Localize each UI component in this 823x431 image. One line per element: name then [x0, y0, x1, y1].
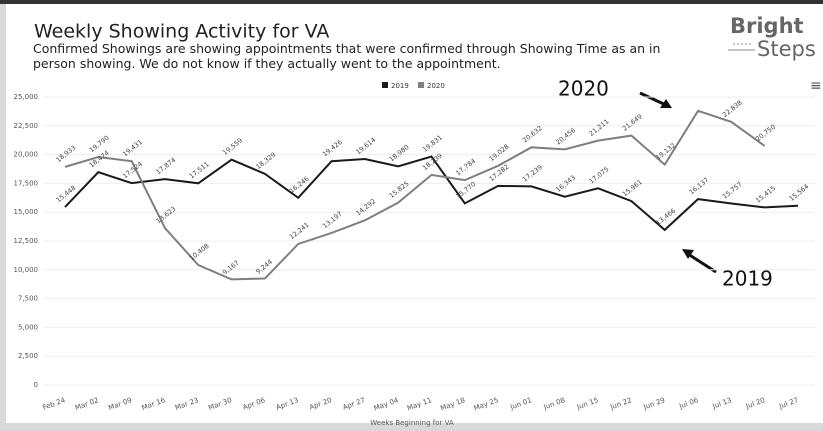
x-tick-label: May 04 [373, 396, 400, 412]
data-label: 19,559 [221, 137, 244, 157]
y-tick-label: 15,000 [14, 208, 39, 216]
data-label: 10,408 [188, 242, 211, 262]
y-tick-label: 5,000 [18, 323, 38, 331]
x-tick-label: Jun 08 [542, 396, 566, 411]
data-label: 13,466 [654, 207, 677, 227]
top-bar [0, 0, 823, 4]
x-tick-label: Jul 13 [711, 396, 733, 411]
data-label: 21,649 [621, 112, 644, 132]
legend-swatch [382, 82, 388, 88]
x-tick-label: Apr 13 [275, 396, 300, 411]
data-label: 9,167 [221, 259, 241, 277]
bottom-bar [0, 423, 823, 431]
x-tick-label: Mar 30 [207, 396, 233, 412]
y-tick-label: 2,500 [18, 352, 38, 360]
y-tick-label: 12,500 [14, 237, 39, 245]
data-label: 18,329 [254, 151, 277, 171]
legend-label: 2020 [427, 82, 445, 90]
menu-icon[interactable]: ≡ [810, 78, 822, 94]
x-tick-label: Apr 20 [308, 396, 333, 411]
annotation: 2019 [722, 267, 773, 291]
title: Weekly Showing Activity for VA [34, 21, 329, 43]
annotation-arrowhead [682, 249, 694, 259]
data-label: 14,292 [354, 197, 377, 217]
annotation-arrowhead [660, 99, 672, 108]
data-label: 19,614 [354, 136, 377, 156]
left-bar [0, 4, 6, 431]
data-label: 15,825 [388, 180, 411, 200]
x-tick-label: Mar 23 [174, 396, 200, 412]
data-label: 15,961 [621, 178, 644, 198]
annotation-arrow [687, 252, 717, 274]
data-label: 13,197 [321, 210, 344, 230]
x-tick-label: Jun 29 [642, 396, 666, 411]
x-tick-label: Jun 22 [608, 396, 632, 411]
data-label: 19,426 [321, 138, 344, 158]
data-label: 19,831 [421, 133, 444, 153]
x-tick-label: May 18 [439, 396, 466, 412]
x-tick-label: Mar 02 [74, 396, 100, 412]
legend-label: 2019 [391, 82, 409, 90]
data-label: 19,431 [121, 138, 144, 158]
logo-top: Bright [730, 14, 804, 38]
x-axis-label: Weeks Beginning for VA [370, 419, 454, 427]
y-tick-label: 10,000 [14, 266, 39, 274]
x-tick-label: May 11 [406, 396, 433, 412]
x-tick-label: Jul 27 [777, 396, 799, 411]
data-label: 20,456 [554, 126, 577, 146]
series-line [64, 109, 766, 281]
x-tick-label: Apr 06 [242, 396, 267, 412]
x-tick-label: Mar 16 [141, 396, 167, 412]
y-tick-label: 0 [34, 381, 38, 389]
data-label: 15,415 [754, 184, 777, 204]
x-tick-label: Mar 09 [107, 396, 133, 412]
data-label: 21,211 [588, 117, 611, 137]
y-tick-label: 25,000 [14, 93, 39, 101]
series-line [64, 155, 799, 232]
data-label: 15,448 [55, 184, 78, 204]
y-tick-label: 7,500 [18, 295, 38, 303]
logo-bottom: Steps [757, 37, 816, 61]
data-label: 15,564 [788, 183, 811, 203]
x-tick-label: Jun 15 [575, 396, 599, 411]
subtitle-box: Confirmed Showings are showing appointme… [33, 41, 661, 71]
x-tick-label: Feb 24 [42, 396, 67, 412]
data-label: 18,933 [55, 144, 78, 164]
legend-swatch [418, 82, 424, 88]
data-label: 13,623 [154, 205, 177, 225]
x-tick-label: Jul 06 [677, 396, 700, 411]
x-tick-label: Apr 27 [342, 396, 367, 411]
data-label: 17,874 [154, 156, 177, 176]
subtitle: Confirmed Showings are showing appointme… [33, 41, 661, 71]
data-label: 16,246 [288, 175, 311, 195]
data-label: 16,137 [688, 176, 711, 196]
y-tick-label: 20,000 [14, 151, 39, 159]
data-label: 12,241 [288, 221, 311, 241]
data-label: 18,980 [388, 143, 411, 163]
x-tick-label: May 25 [473, 396, 500, 412]
y-tick-label: 22,500 [14, 122, 39, 130]
data-label: 20,632 [521, 124, 544, 144]
data-label: 17,239 [521, 163, 544, 183]
data-label: 17,075 [588, 165, 611, 185]
data-label: 17,784 [454, 157, 477, 177]
y-tick-label: 17,500 [14, 179, 39, 187]
x-tick-label: Jun 01 [508, 396, 532, 411]
x-tick-label: Jul 20 [744, 396, 766, 411]
data-label: 22,838 [721, 99, 744, 119]
